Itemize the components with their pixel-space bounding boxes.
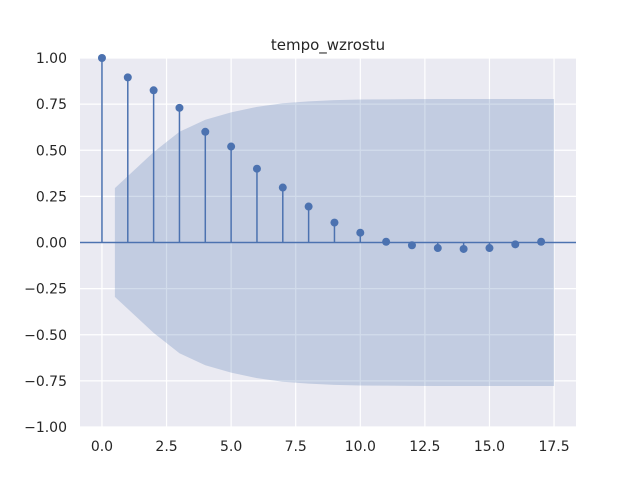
- gridlines: [80, 57, 576, 428]
- x-tick-label: 2.5: [155, 439, 177, 455]
- stem-marker-13: [433, 244, 442, 253]
- stem-marker-15: [485, 244, 494, 253]
- chart-title: tempo_wzrostu: [271, 36, 385, 55]
- stem-marker-6: [252, 164, 261, 173]
- y-tick-label: −0.50: [24, 328, 67, 344]
- stem-marker-4: [201, 127, 210, 136]
- y-tick-label: 0.75: [36, 97, 67, 113]
- y-axis-ticks: −1.00 −0.75 −0.50 −0.25 0.00 0.25 0.50 0.75 1.00: [24, 51, 67, 436]
- stem-marker-7: [278, 183, 287, 192]
- stem-marker-14: [459, 244, 468, 253]
- y-tick-label: 0.25: [36, 189, 67, 205]
- stem-marker-1: [123, 73, 132, 82]
- stem-marker-10: [356, 228, 365, 237]
- x-tick-label: 0.0: [91, 439, 113, 455]
- stem-marker-9: [330, 218, 339, 227]
- stem-marker-16: [511, 240, 520, 249]
- x-tick-label: 7.5: [285, 439, 307, 455]
- x-tick-label: 12.5: [409, 439, 440, 455]
- stems: [97, 54, 546, 253]
- stem-marker-5: [227, 142, 236, 151]
- x-tick-label: 15.0: [474, 439, 505, 455]
- x-tick-label: 17.5: [538, 439, 569, 455]
- y-tick-label: 1.00: [36, 51, 67, 67]
- stem-marker-11: [382, 237, 391, 246]
- x-tick-label: 10.0: [345, 439, 376, 455]
- y-tick-label: 0.50: [36, 143, 67, 159]
- x-tick-label: 5.0: [220, 439, 242, 455]
- y-tick-label: −0.75: [24, 374, 67, 390]
- stem-marker-12: [407, 241, 416, 250]
- y-tick-label: −0.25: [24, 282, 67, 298]
- stem-marker-17: [537, 237, 546, 246]
- y-tick-label: 0.00: [36, 236, 67, 252]
- stem-marker-8: [304, 202, 313, 211]
- stem-marker-3: [175, 103, 184, 112]
- stem-marker-2: [149, 86, 158, 95]
- y-tick-label: −1.00: [24, 420, 67, 436]
- stem-marker-0: [97, 54, 106, 62]
- x-axis-ticks: 0.0 2.5 5.0 7.5 10.0 12.5 15.0 17.5: [91, 439, 570, 455]
